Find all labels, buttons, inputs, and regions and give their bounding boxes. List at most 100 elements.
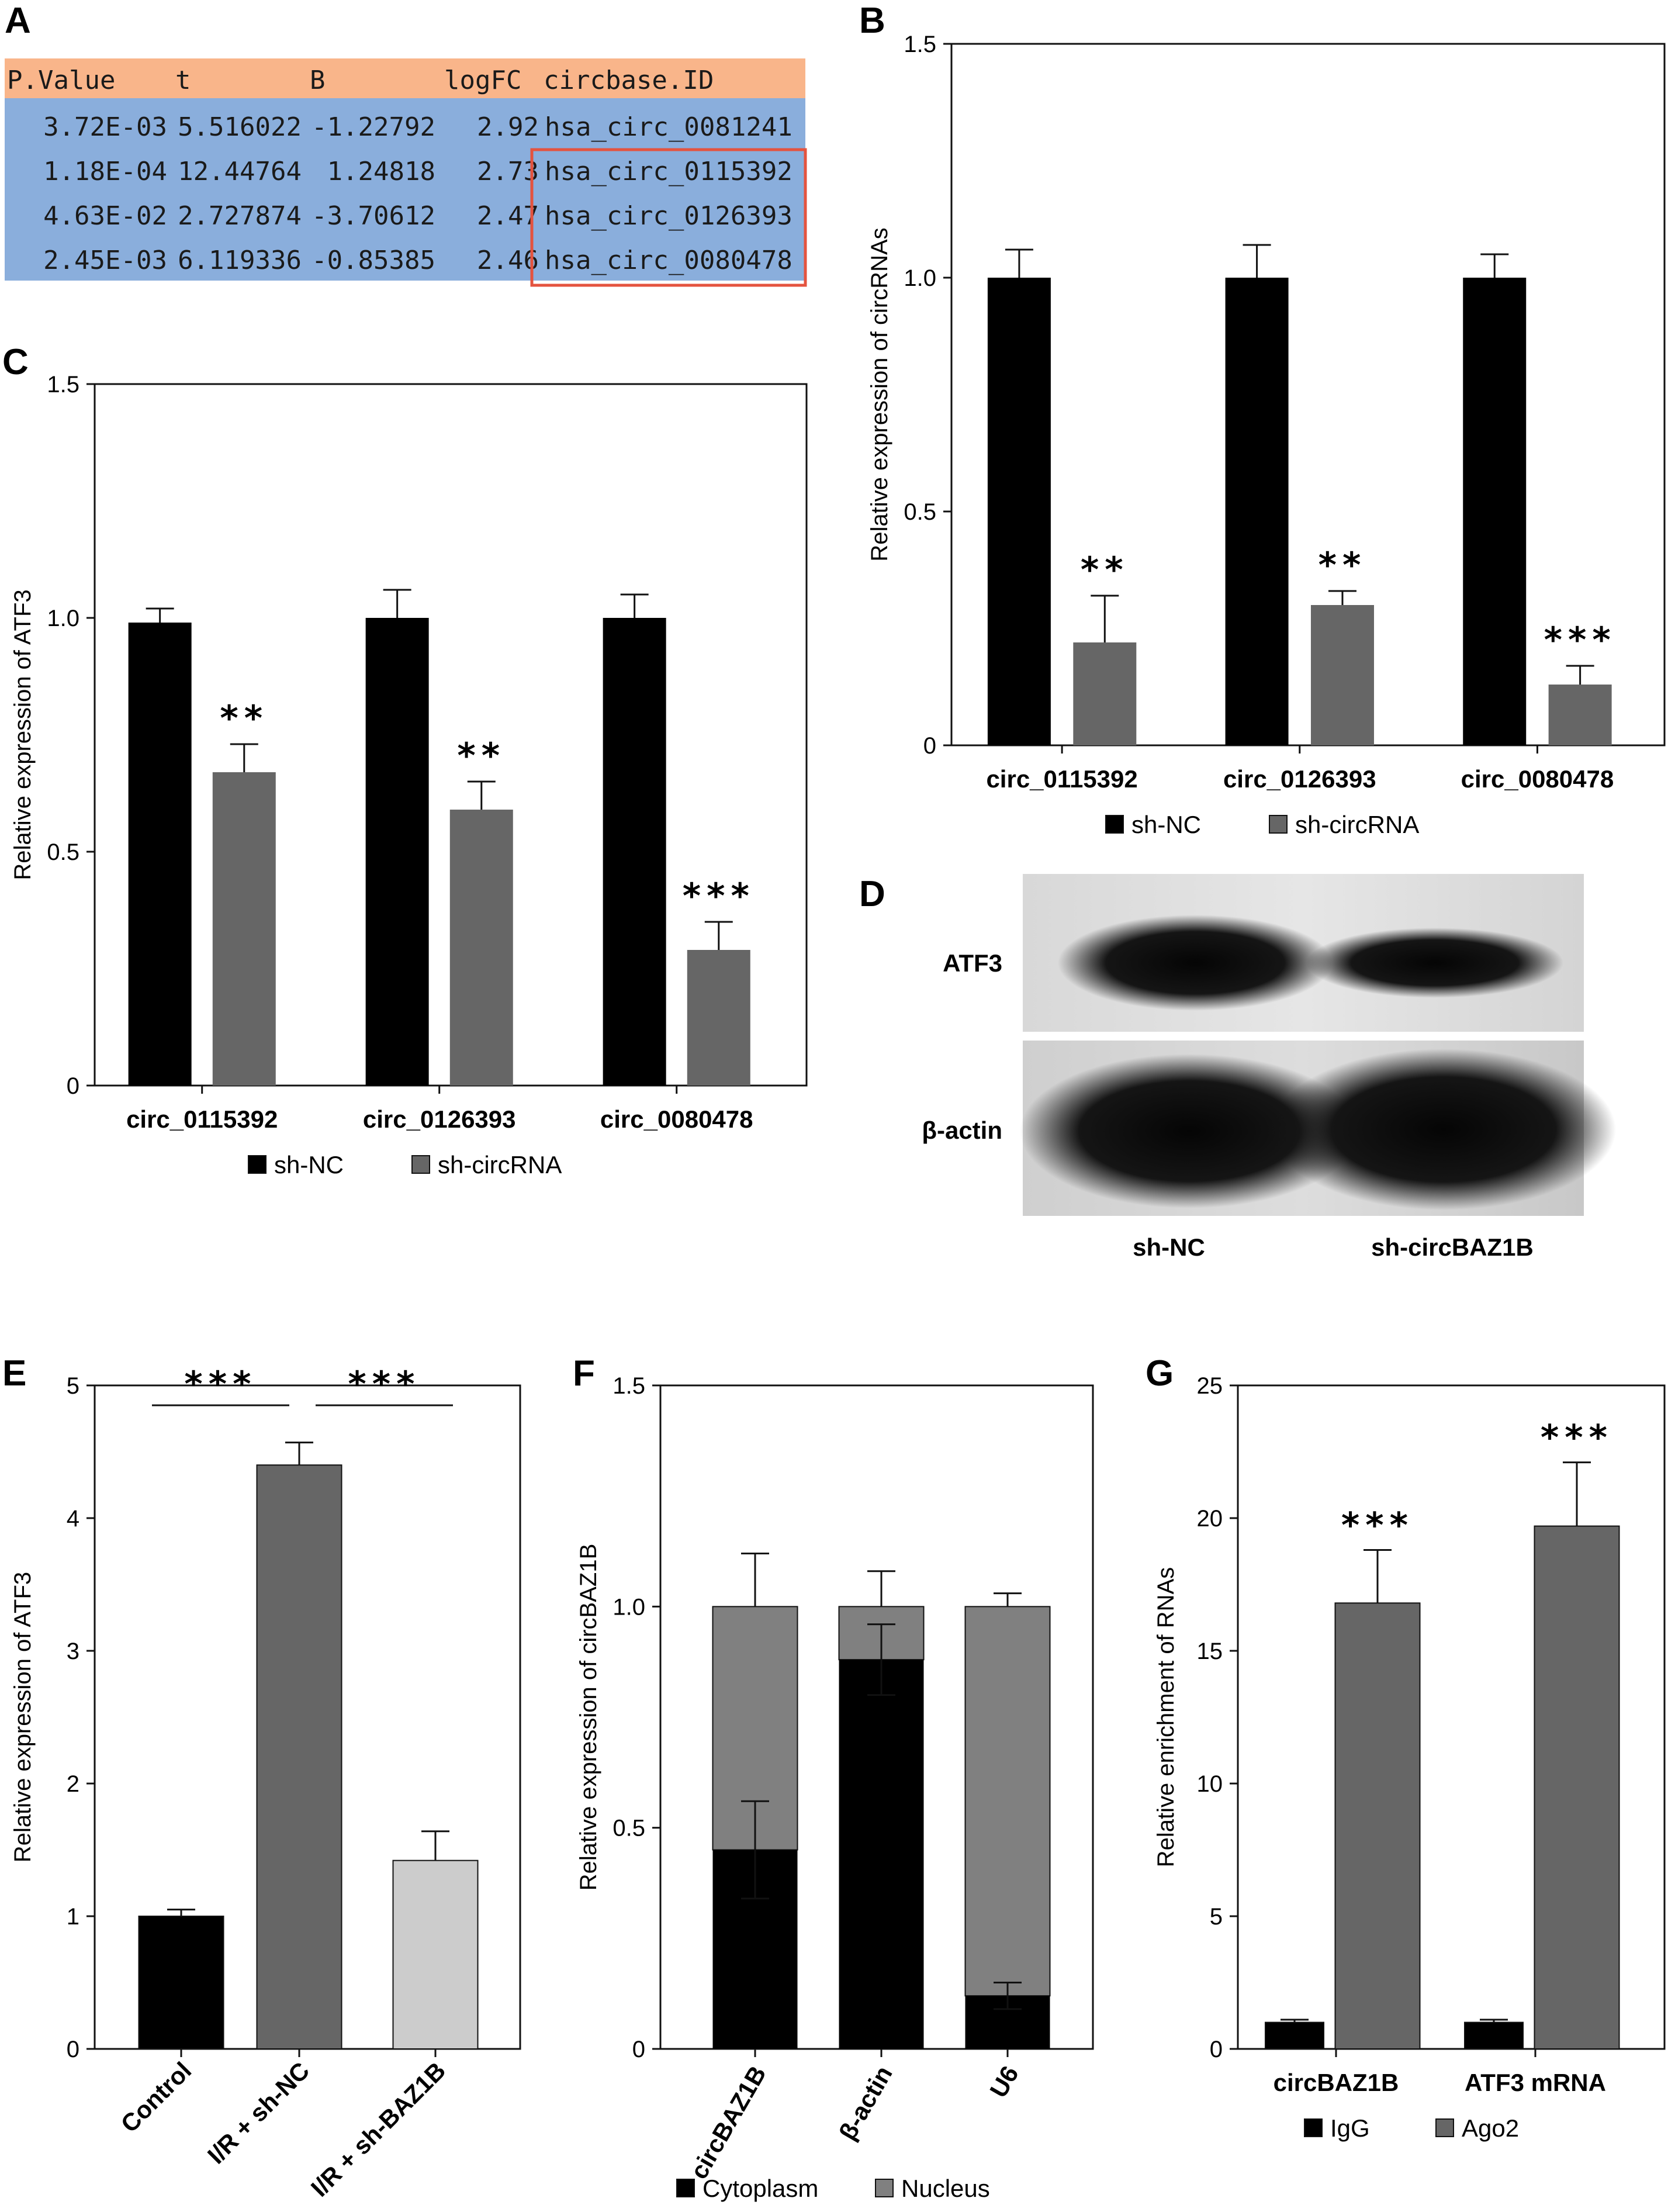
significance-label: ** bbox=[1081, 549, 1129, 590]
y-tick-label: 0 bbox=[632, 2037, 645, 2062]
bar bbox=[1548, 685, 1612, 745]
x-tick-label: circ_0126393 bbox=[363, 1105, 516, 1133]
panel-b-chart: 0 0.5 1.0 1.5 Relative expression of circRNA… bbox=[867, 32, 1666, 838]
y-tick-label: 0.5 bbox=[904, 499, 936, 525]
x-tick-label: β-actin bbox=[833, 2061, 898, 2145]
table-body-bg bbox=[5, 98, 805, 281]
significance-label: *** bbox=[683, 876, 755, 917]
y-tick-label: 25 bbox=[1197, 1373, 1223, 1399]
x-tick-label: circ_0115392 bbox=[986, 765, 1137, 793]
y-tick-label: 0.5 bbox=[612, 1816, 645, 1841]
table-header-b: B bbox=[310, 65, 326, 95]
table-cell: hsa_circ_0081241 bbox=[545, 112, 793, 142]
x-tick-label: I/R + sh-BAZ1B bbox=[306, 2057, 451, 2202]
y-tick-label: 4 bbox=[67, 1506, 79, 1532]
blot-label-atf3: ATF3 bbox=[943, 949, 1002, 977]
y-tick-label: 0.5 bbox=[47, 839, 79, 865]
panel-f-chart: 0 0.5 1.0 1.5 Relative expression of circBAZ… bbox=[576, 1373, 1094, 2202]
legend-label: Cytoplasm bbox=[703, 2175, 818, 2202]
y-tick-label: 5 bbox=[1210, 1904, 1223, 1930]
y-tick-label: 1.5 bbox=[612, 1373, 645, 1399]
actin-band-sh-circbaz1b bbox=[1271, 1049, 1616, 1210]
y-tick-label: 10 bbox=[1197, 1771, 1223, 1797]
table-cell: 1.18E-04 bbox=[43, 157, 167, 186]
panel-d-blot: ATF3 β-actin sh-NC sh-circBAZ1B bbox=[922, 874, 1616, 1261]
bar bbox=[1265, 2021, 1324, 2050]
legend-label: IgG bbox=[1330, 2114, 1370, 2142]
table-header-pvalue: P.Value bbox=[7, 65, 115, 95]
bar bbox=[256, 1464, 342, 2049]
panel-a-table: P.Value t B logFC circbase.ID 3.72E-03 5… bbox=[5, 58, 807, 287]
x-tick-label: I/R + sh-NC bbox=[202, 2057, 314, 2169]
table-cell: -3.70612 bbox=[312, 201, 435, 231]
legend-label: sh-circRNA bbox=[1295, 811, 1419, 838]
legend-swatch bbox=[875, 2179, 894, 2197]
bar bbox=[1334, 1602, 1421, 2049]
y-tick-label: 2 bbox=[67, 1771, 79, 1797]
y-tick-label: 1.0 bbox=[904, 265, 936, 291]
table-row: 1.18E-04 12.44764 1.24818 2.73 hsa_circ_… bbox=[43, 157, 793, 186]
significance-label: *** bbox=[348, 1364, 420, 1405]
bar bbox=[1534, 1525, 1620, 2050]
highlight-box bbox=[530, 148, 807, 287]
table-cell: 6.119336 bbox=[178, 246, 302, 275]
x-tick-label: circBAZ1B bbox=[685, 2061, 771, 2183]
y-tick-label: 15 bbox=[1197, 1639, 1223, 1664]
legend-swatch bbox=[1105, 815, 1124, 834]
significance-label: *** bbox=[1544, 620, 1617, 661]
table-cell: 5.516022 bbox=[178, 112, 302, 142]
y-axis-title: Relative expression of circRNAs bbox=[867, 227, 892, 561]
y-axis-title: Relative expression of ATF3 bbox=[10, 589, 36, 880]
y-tick-label: 1 bbox=[67, 1904, 79, 1930]
panel-label-g: G bbox=[1146, 1353, 1174, 1394]
bar-nucleus bbox=[964, 1606, 1051, 1997]
bar bbox=[128, 623, 192, 1086]
table-cell: 2.45E-03 bbox=[43, 246, 167, 275]
y-tick-label: 5 bbox=[67, 1373, 79, 1399]
panel-label-f: F bbox=[573, 1353, 595, 1394]
table-cell: -0.85385 bbox=[312, 246, 435, 275]
table-cell: hsa_circ_0126393 bbox=[545, 201, 793, 231]
x-tick-label: circBAZ1B bbox=[1274, 2069, 1399, 2096]
table-cell: 4.63E-02 bbox=[43, 201, 167, 231]
table-header-circbase-id: circbase.ID bbox=[544, 65, 714, 95]
legend-swatch bbox=[1304, 2118, 1323, 2137]
legend-label: Ago2 bbox=[1462, 2114, 1519, 2142]
x-tick-label: circ_0115392 bbox=[126, 1105, 278, 1133]
bar bbox=[603, 618, 666, 1086]
bar bbox=[1073, 642, 1137, 745]
blot-lane-sh-nc: sh-NC bbox=[1133, 1233, 1205, 1261]
panel-c-chart: 0 0.5 1.0 1.5 Relative expression of ATF3 ** c… bbox=[10, 372, 808, 1178]
table-row: 4.63E-02 2.727874 -3.70612 2.47 hsa_circ… bbox=[43, 201, 793, 231]
x-tick-label: circ_0080478 bbox=[1461, 765, 1614, 793]
table-cell: hsa_circ_0115392 bbox=[545, 157, 793, 186]
significance-label: *** bbox=[1341, 1505, 1414, 1546]
y-tick-label: 20 bbox=[1197, 1506, 1223, 1532]
legend-swatch bbox=[676, 2179, 695, 2197]
table-cell: hsa_circ_0080478 bbox=[545, 246, 793, 275]
y-tick-label: 0 bbox=[67, 2037, 79, 2062]
bar bbox=[987, 278, 1051, 745]
x-tick-label: circ_0126393 bbox=[1223, 765, 1376, 793]
legend-swatch bbox=[248, 1155, 267, 1174]
legend-label: sh-circRNA bbox=[438, 1151, 562, 1178]
table-cell: 2.46 bbox=[477, 246, 539, 275]
table-header-t: t bbox=[175, 65, 191, 95]
blot-lane-sh-circbaz1b: sh-circBAZ1B bbox=[1371, 1233, 1534, 1261]
table-cell: 1.24818 bbox=[327, 157, 435, 186]
panel-label-e: E bbox=[2, 1353, 26, 1394]
y-axis-title: Relative expression of ATF3 bbox=[10, 1572, 36, 1862]
table-cell: 3.72E-03 bbox=[43, 112, 167, 142]
bar bbox=[365, 618, 429, 1086]
panel-label-c: C bbox=[2, 342, 29, 382]
table-cell: 12.44764 bbox=[178, 157, 302, 186]
atf3-band-sh-nc bbox=[1058, 915, 1333, 1011]
bar bbox=[1464, 2021, 1524, 2050]
bar bbox=[1310, 605, 1374, 745]
bar bbox=[212, 772, 276, 1086]
table-header-logfc: logFC bbox=[444, 65, 521, 95]
table-cell: 2.47 bbox=[477, 201, 539, 231]
y-tick-label: 3 bbox=[67, 1639, 79, 1664]
bar bbox=[449, 810, 513, 1086]
panel-label-d: D bbox=[859, 874, 885, 914]
